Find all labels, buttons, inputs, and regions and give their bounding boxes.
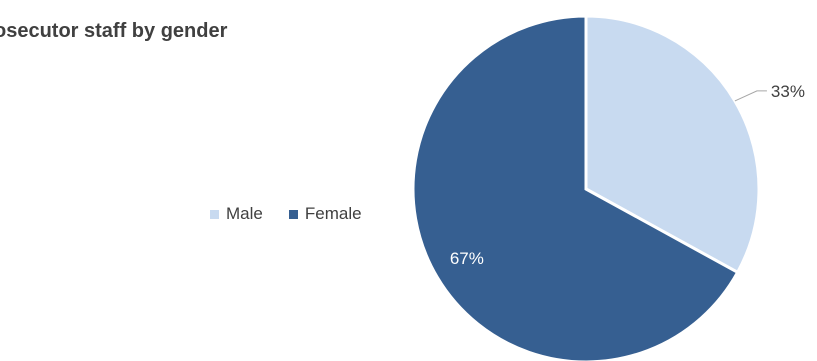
legend-item-female: Female — [288, 204, 362, 224]
legend: Male Female — [210, 204, 362, 224]
chart-title: osecutor staff by gender — [0, 20, 228, 42]
data-label-female: 67% — [450, 249, 484, 268]
legend-swatch-male — [210, 209, 219, 219]
legend-item-male: Male — [210, 204, 263, 224]
pie-slice-female — [411, 14, 740, 361]
data-label-male: 33% — [771, 82, 805, 101]
legend-swatch-female — [288, 209, 298, 219]
pie-slice-male — [584, 14, 761, 275]
legend-label-female: Female — [304, 204, 362, 223]
legend-label-male: Male — [226, 204, 263, 223]
leader-line-male — [734, 90, 767, 102]
